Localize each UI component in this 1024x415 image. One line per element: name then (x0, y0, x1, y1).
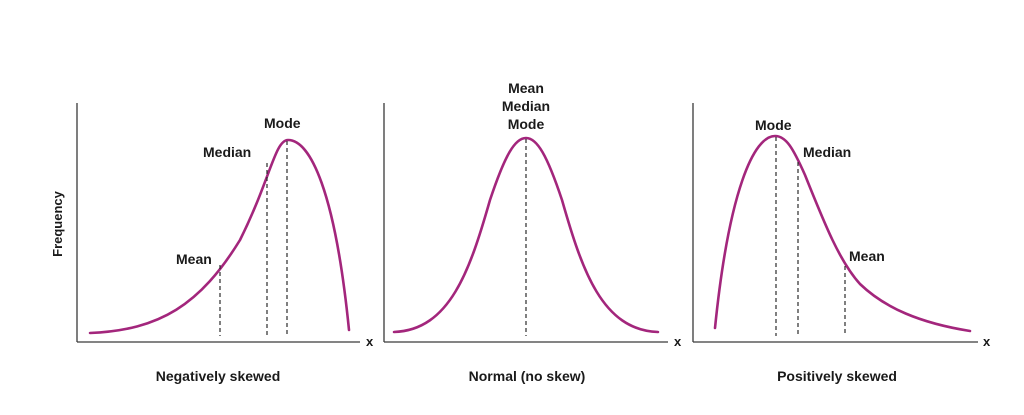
panel3-distribution-curve (713, 134, 972, 333)
panel2-x-label: x (674, 334, 682, 349)
panel2-caption: Normal (no skew) (469, 368, 586, 384)
panel1-median-label: Median (203, 144, 251, 160)
panel1-distribution-curve (88, 138, 351, 335)
panel-negatively-skewed: x Mean Median Mode Negatively skewed (76, 103, 374, 384)
panel-normal: x Mean Median Mode Normal (no skew) (383, 80, 682, 384)
panel3-caption: Positively skewed (777, 368, 897, 384)
panel2-distribution-curve (392, 136, 660, 334)
panel1-mean-label: Mean (176, 251, 212, 267)
panel3-mode-label: Mode (755, 117, 792, 133)
panel1-x-label: x (366, 334, 374, 349)
panel3-x-label: x (983, 334, 991, 349)
panel2-mode-label: Mode (508, 116, 545, 132)
panel2-mean-label: Mean (508, 80, 544, 96)
panel1-mode-label: Mode (264, 115, 301, 131)
panel2-median-label: Median (502, 98, 550, 114)
y-axis-label: Frequency (50, 190, 65, 257)
panel1-caption: Negatively skewed (156, 368, 281, 384)
panel-positively-skewed: x Mode Median Mean Positively skewed (692, 103, 991, 384)
panel3-mean-label: Mean (849, 248, 885, 264)
panel3-median-label: Median (803, 144, 851, 160)
